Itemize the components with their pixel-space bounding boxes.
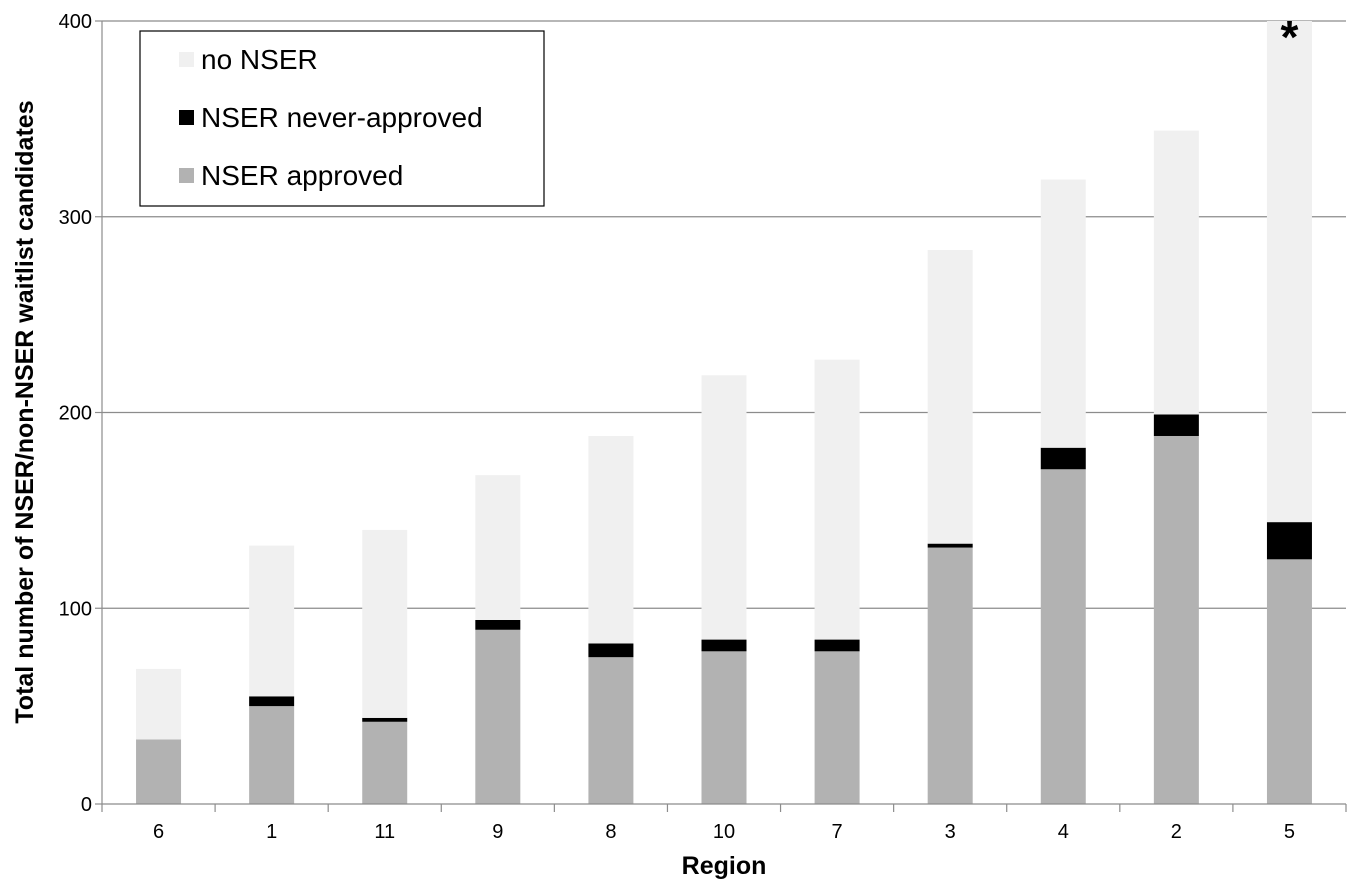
bar-segment-no-nser: [249, 545, 295, 697]
x-tick-label: 7: [832, 821, 843, 843]
bar-segment-nser-never-approved: [1153, 414, 1199, 436]
x-tick-label: 11: [374, 821, 395, 843]
bar-layer: [136, 21, 1312, 804]
bar-segment-nser-approved: [475, 629, 521, 804]
x-tick-label: 5: [1284, 821, 1295, 843]
x-tick-label: 8: [605, 821, 616, 843]
legend-label: NSER never-approved: [201, 102, 483, 133]
x-tick-label: 3: [945, 821, 956, 843]
bar-segment-no-nser: [1040, 179, 1086, 448]
bar-segment-nser-never-approved: [1040, 447, 1086, 470]
x-tick-label: 10: [713, 821, 735, 843]
x-tick-label: 1: [266, 821, 277, 843]
annotation-asterisk: *: [1281, 11, 1299, 63]
bar-segment-nser-never-approved: [814, 639, 860, 652]
bar-segment-nser-never-approved: [1266, 522, 1312, 560]
bar-segment-nser-approved: [136, 739, 182, 804]
bar-segment-nser-approved: [814, 651, 860, 804]
legend-swatch: [179, 168, 194, 183]
x-axis-title: Region: [682, 852, 767, 880]
legend-box: [139, 30, 545, 207]
bar-segment-no-nser: [814, 359, 860, 640]
y-axis-title: Total number of NSER/non-NSER waitlist c…: [11, 100, 39, 723]
bar-segment-nser-approved: [1153, 435, 1199, 804]
y-tick-label: 0: [81, 794, 92, 816]
x-tick-label: 9: [492, 821, 503, 843]
bar-segment-no-nser: [136, 668, 182, 740]
bar-segment-nser-approved: [249, 706, 295, 804]
x-tick-label: 6: [153, 821, 164, 843]
y-tick-label: 300: [59, 207, 92, 229]
bar-segment-nser-approved: [1040, 469, 1086, 804]
bar-segment-nser-never-approved: [701, 639, 747, 652]
legend-swatch: [179, 110, 194, 125]
bar-segment-nser-never-approved: [475, 619, 521, 630]
bar-segment-no-nser: [1153, 130, 1199, 415]
y-tick-label: 400: [59, 11, 92, 33]
bar-segment-nser-approved: [1266, 559, 1312, 804]
bar-segment-no-nser: [588, 435, 634, 644]
bar-segment-nser-approved: [588, 657, 634, 804]
bar-segment-nser-approved: [701, 651, 747, 804]
bar-segment-nser-approved: [927, 547, 973, 804]
bar-segment-no-nser: [362, 529, 408, 718]
legend-swatch: [179, 52, 194, 67]
y-tick-label: 100: [59, 598, 92, 620]
bar-segment-no-nser: [701, 375, 747, 640]
bar-segment-no-nser: [927, 250, 973, 544]
bar-segment-nser-never-approved: [927, 543, 973, 548]
bar-segment-nser-never-approved: [588, 643, 634, 658]
legend-label: no NSER: [201, 44, 318, 75]
bar-segment-nser-never-approved: [249, 696, 295, 707]
bar-segment-nser-approved: [362, 721, 408, 804]
y-tick-label: 200: [59, 403, 92, 425]
bar-segment-no-nser: [475, 475, 521, 620]
bar-segment-no-nser: [1266, 21, 1312, 523]
legend: no NSER NSER never-approved NSER approved: [139, 30, 545, 207]
x-tick-label: 4: [1058, 821, 1069, 843]
x-tick-label: 2: [1171, 821, 1182, 843]
legend-label: NSER approved: [201, 160, 403, 191]
bar-segment-nser-never-approved: [362, 717, 408, 722]
annotation-layer: *: [1281, 11, 1299, 63]
